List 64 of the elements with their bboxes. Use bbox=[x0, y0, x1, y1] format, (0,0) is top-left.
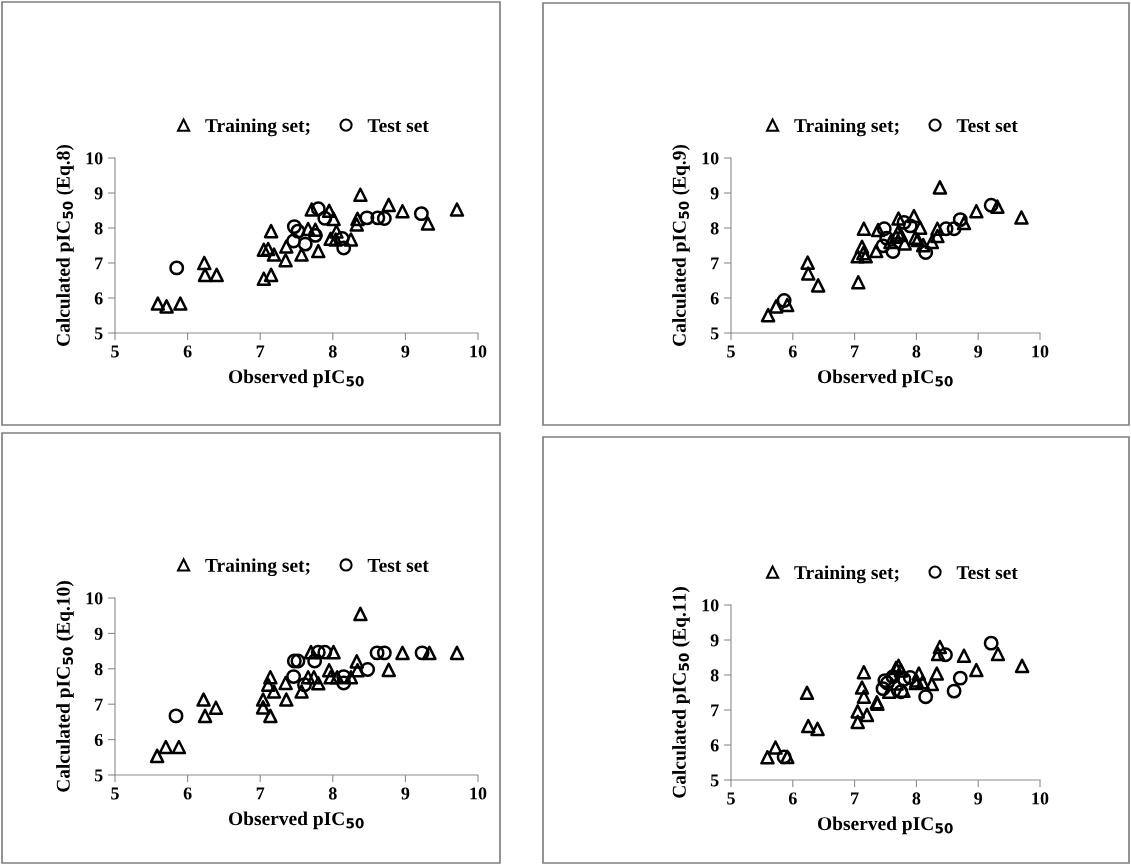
y-tick-label: 7 bbox=[711, 704, 719, 717]
y-tick-label: 6 bbox=[94, 292, 103, 305]
x-tick-label: 10 bbox=[470, 345, 487, 358]
x-axis-title: Observed pIC$_{50}$ bbox=[818, 369, 953, 388]
x-tick-label: 9 bbox=[401, 787, 410, 800]
y-tick-label: 5 bbox=[710, 774, 719, 787]
y-tick-label: 7 bbox=[95, 698, 103, 711]
x-tick-label: 6 bbox=[183, 345, 192, 358]
y-axis-title: Calculated pIC$_{50}$ (Eq.10) bbox=[56, 581, 74, 792]
y-tick-label: 5 bbox=[94, 327, 103, 340]
x-tick-label: 9 bbox=[401, 345, 410, 358]
y-axis-title: Calculated pIC$_{50}$ (Eq.9) bbox=[672, 144, 690, 346]
y-tick-label: 10 bbox=[702, 599, 719, 612]
y-tick-label: 8 bbox=[710, 669, 719, 682]
x-tick-label: 9 bbox=[974, 345, 983, 358]
x-tick-label: 7 bbox=[851, 345, 859, 358]
legend-label: Training set; bbox=[794, 565, 899, 584]
y-tick-label: 10 bbox=[86, 592, 103, 605]
x-tick-label: 7 bbox=[851, 792, 859, 805]
y-tick-label: 10 bbox=[702, 152, 719, 165]
legend-label: Test set bbox=[956, 566, 1018, 580]
x-tick-label: 5 bbox=[727, 345, 735, 358]
x-tick-label: 6 bbox=[788, 345, 797, 358]
y-tick-label: 6 bbox=[94, 733, 103, 747]
x-axis-title: Observed pIC$_{50}$ bbox=[818, 816, 953, 835]
y-tick-label: 9 bbox=[94, 627, 103, 640]
x-axis-title: Observed pIC$_{50}$ bbox=[229, 369, 364, 388]
legend-label: Training set; bbox=[205, 558, 310, 577]
legend-label: Training set; bbox=[794, 118, 899, 137]
x-tick-label: 8 bbox=[912, 792, 921, 805]
x-tick-label: 9 bbox=[974, 792, 983, 805]
x-tick-label: 8 bbox=[328, 345, 337, 358]
legend-label: Training set; bbox=[205, 118, 310, 137]
y-tick-label: 5 bbox=[94, 769, 103, 782]
y-axis-title: Calculated pIC$_{50}$ (Eq.11) bbox=[672, 587, 690, 798]
x-tick-label: 10 bbox=[1032, 345, 1049, 358]
y-tick-label: 8 bbox=[710, 222, 719, 235]
x-tick-label: 5 bbox=[111, 787, 119, 800]
y-tick-label: 7 bbox=[711, 257, 719, 270]
y-tick-label: 7 bbox=[95, 257, 103, 270]
y-tick-label: 9 bbox=[94, 187, 103, 200]
legend-label: Test set bbox=[367, 559, 429, 572]
y-tick-label: 6 bbox=[710, 292, 719, 305]
y-tick-label: 9 bbox=[710, 187, 719, 200]
y-axis-title: Calculated pIC$_{50}$ (Eq.8) bbox=[56, 144, 74, 346]
x-tick-label: 7 bbox=[256, 345, 265, 358]
x-tick-label: 7 bbox=[256, 787, 265, 800]
x-tick-label: 6 bbox=[788, 792, 797, 805]
legend-label: Test set bbox=[367, 119, 429, 133]
x-tick-label: 10 bbox=[470, 787, 487, 800]
x-tick-label: 8 bbox=[328, 787, 337, 800]
y-tick-label: 8 bbox=[94, 222, 103, 235]
x-tick-label: 8 bbox=[912, 345, 921, 358]
y-tick-label: 5 bbox=[710, 327, 719, 340]
legend-label: Test set bbox=[956, 119, 1018, 133]
y-tick-label: 6 bbox=[710, 739, 719, 752]
y-tick-label: 9 bbox=[710, 634, 719, 647]
x-tick-label: 10 bbox=[1032, 792, 1049, 805]
x-axis-title: Observed pIC$_{50}$ bbox=[229, 811, 364, 830]
y-tick-label: 8 bbox=[94, 663, 103, 676]
y-tick-label: 10 bbox=[86, 152, 103, 165]
x-tick-label: 6 bbox=[183, 787, 192, 800]
x-tick-label: 5 bbox=[111, 345, 119, 358]
x-tick-label: 5 bbox=[727, 792, 735, 805]
